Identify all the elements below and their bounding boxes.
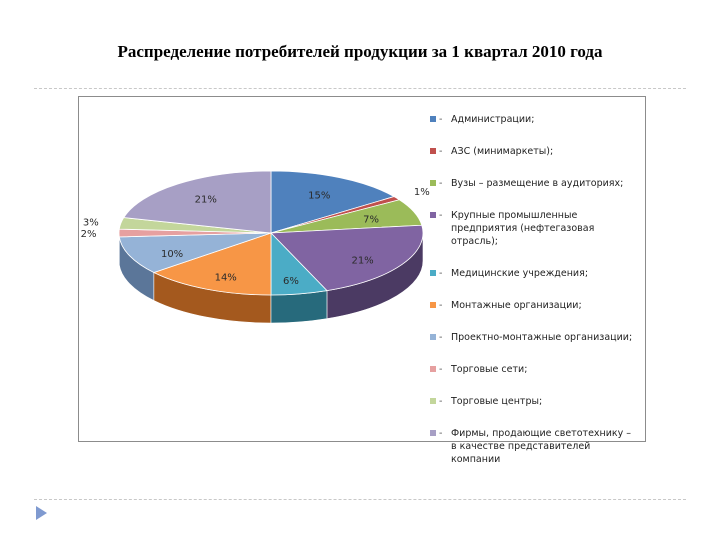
legend-swatch xyxy=(430,398,436,404)
slice-value-label-2: 7% xyxy=(363,214,379,225)
legend-swatch xyxy=(430,334,436,340)
legend-label: Крупные промышленные предприятия (нефтег… xyxy=(451,210,595,247)
legend-swatch xyxy=(430,212,436,218)
legend-swatch xyxy=(430,302,436,308)
legend-label: Торговые центры; xyxy=(451,396,543,407)
pie-slice-0 xyxy=(270,170,395,234)
legend-item-7: - Торговые сети; xyxy=(429,363,639,376)
slice-value-label-4: 6% xyxy=(283,276,299,287)
pie-slice-9 xyxy=(123,170,272,234)
legend-item-3: - Крупные промышленные предприятия (нефте… xyxy=(429,209,639,248)
pie-slice-6 xyxy=(118,232,272,273)
legend-dash: - xyxy=(439,300,443,311)
slice-value-label-5: 14% xyxy=(215,272,237,283)
legend-label: Монтажные организации; xyxy=(451,300,582,311)
legend-item-8: - Торговые центры; xyxy=(429,395,639,408)
legend-dash: - xyxy=(439,332,443,343)
legend-label: Фирмы, продающие светотехнику – в качест… xyxy=(451,428,632,465)
slice-value-label-8: 3% xyxy=(83,217,99,228)
pie-slice-3 xyxy=(270,224,424,292)
legend-label: Торговые сети; xyxy=(451,364,528,375)
legend-item-5: - Монтажные организации; xyxy=(429,299,639,312)
bottom-divider xyxy=(34,499,686,500)
legend-dash: - xyxy=(439,114,443,125)
legend-dash: - xyxy=(439,178,443,189)
legend-item-4: - Медицинские учреждения; xyxy=(429,267,639,280)
pie-chart: 15% 1% 7% 21% 6% 14% 10% 2%3% 21% xyxy=(81,170,430,324)
legend-item-9: - Фирмы, продающие светотехнику – в качес… xyxy=(429,427,639,466)
legend-dash: - xyxy=(439,146,443,157)
legend-item-2: - Вузы – размещение в аудиториях; xyxy=(429,177,639,190)
pie-side-4 xyxy=(270,290,328,324)
slice-value-label-6: 10% xyxy=(161,249,183,260)
legend-swatch xyxy=(430,430,436,436)
legend-dash: - xyxy=(439,428,443,439)
slice-value-label-3: 21% xyxy=(351,255,373,266)
legend-item-0: - Администрации; xyxy=(429,113,639,126)
top-divider xyxy=(34,88,686,89)
pie-slice-5 xyxy=(152,232,272,296)
chart-legend: - Администрации; - АЗС (минимаркеты); - Вузы … xyxy=(429,113,639,466)
legend-label: Проектно-монтажные организации; xyxy=(451,332,633,343)
slide-arrow-icon xyxy=(36,506,47,520)
legend-dash: - xyxy=(439,210,443,221)
legend-swatch xyxy=(430,270,436,276)
legend-label: Администрации; xyxy=(451,114,535,125)
legend-swatch xyxy=(430,366,436,372)
legend-label: Вузы – размещение в аудиториях; xyxy=(451,178,624,189)
legend-item-6: - Проектно-монтажные организации; xyxy=(429,331,639,344)
legend-dash: - xyxy=(439,396,443,407)
legend-label: Медицинские учреждения; xyxy=(451,268,589,279)
legend-swatch xyxy=(430,180,436,186)
slice-value-label-1: 1% xyxy=(414,187,430,198)
legend-item-1: - АЗС (минимаркеты); xyxy=(429,145,639,158)
slide-title: Распределение потребителей продукции за … xyxy=(117,42,603,61)
slice-value-label-7: 2% xyxy=(81,229,97,240)
legend-swatch xyxy=(430,148,436,154)
chart-frame: 15% 1% 7% 21% 6% 14% 10% 2% 3% 21% - Администрации… xyxy=(78,96,646,465)
legend-dash: - xyxy=(439,268,443,279)
slice-value-label-9: 21% xyxy=(195,195,217,206)
slice-value-label-0: 15% xyxy=(308,190,330,201)
legend-dash: - xyxy=(439,364,443,375)
legend-swatch xyxy=(430,116,436,122)
legend-label: АЗС (минимаркеты); xyxy=(451,146,554,157)
